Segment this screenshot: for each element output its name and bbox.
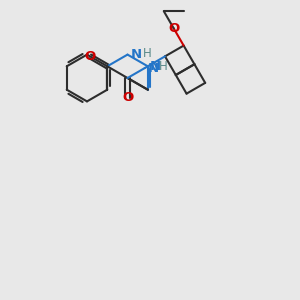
Text: H: H <box>159 60 168 73</box>
Text: O: O <box>168 22 179 35</box>
Text: N: N <box>131 48 142 61</box>
Text: H: H <box>142 46 151 60</box>
Text: O: O <box>84 50 96 63</box>
Text: N: N <box>148 61 159 75</box>
Text: N: N <box>149 60 161 73</box>
Text: O: O <box>122 92 133 104</box>
